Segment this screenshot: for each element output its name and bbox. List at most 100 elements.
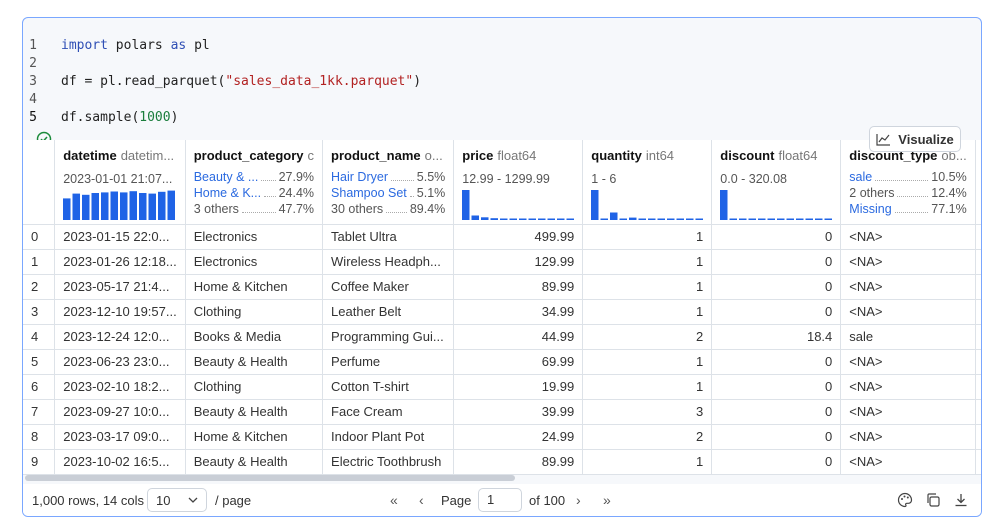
column-header-discount-type[interactable]: discount_type ob... sale 10.5% 2 others 12.4%… — [840, 140, 976, 225]
code-token: ) — [170, 110, 179, 125]
histogram-bar — [547, 218, 556, 220]
table-row[interactable]: 6 2023-02-10 18:2... Clothing Cotton T-shir… — [23, 374, 981, 400]
column-header-product-name[interactable]: product_name o... Hair Dryer 5.5% Shampoo Se… — [322, 140, 455, 225]
histogram-bar — [91, 193, 100, 220]
table-cell: Home & Kitchen — [185, 424, 324, 450]
table-row[interactable]: 0 2023-01-15 22:0... Electronics Tablet Ult… — [23, 224, 981, 250]
download-icon[interactable] — [953, 492, 969, 508]
column-title: datetime datetim... — [63, 148, 176, 163]
table-cell: 34.99 — [453, 299, 584, 325]
table-row[interactable]: 2 2023-05-17 21:4... Home & Kitchen Coffee … — [23, 274, 981, 300]
code-line: 3 df = pl.read_parquet("sales_data_1kk.pa… — [23, 73, 981, 91]
category-label[interactable]: Missing — [849, 202, 892, 216]
histogram-bar — [63, 198, 71, 220]
category-label[interactable]: Shampoo Set — [331, 186, 407, 200]
table-row[interactable]: 3 2023-12-10 19:57... Clothing Leather Belt… — [23, 299, 981, 325]
table-cell: Leather Belt — [322, 299, 455, 325]
table-cell: 0 — [711, 349, 842, 375]
per-page-label: / page — [215, 492, 252, 508]
table-row[interactable]: 7 2023-09-27 10:0... Beauty & Health Face C… — [23, 399, 981, 425]
table-row[interactable]: 4 2023-12-24 12:0... Books & Media Programm… — [23, 324, 981, 350]
table-cell: 0 — [711, 424, 842, 450]
code-token: df = pl.read_parquet( — [61, 74, 226, 89]
page-size-select[interactable]: 10 — [147, 488, 207, 512]
category-summary: Hair Dryer 5.5% Shampoo Set 5.1% 30 others 89… — [331, 169, 445, 217]
row-index: 4 — [23, 324, 56, 350]
category-label[interactable]: Hair Dryer — [331, 170, 388, 184]
leader-dots — [875, 180, 929, 181]
column-dtype: o... — [424, 148, 443, 163]
table-cell: Coffee Maker — [322, 274, 455, 300]
column-title: quantity int64 — [591, 148, 703, 163]
histogram-bar — [509, 218, 518, 220]
category-row: Home & K... 24.4% — [194, 185, 314, 201]
table-cell — [975, 374, 981, 400]
histogram-bar — [72, 193, 81, 220]
category-percent: 47.7% — [278, 202, 315, 216]
column-header-o[interactable]: o9 — [975, 140, 981, 225]
last-page-icon[interactable]: » — [603, 492, 611, 508]
table-cell — [975, 249, 981, 275]
table-cell: Beauty & Health — [185, 449, 324, 475]
histogram-bar — [758, 218, 766, 220]
table-cell: 1 — [582, 249, 713, 275]
horizontal-scrollbar[interactable] — [25, 475, 515, 481]
category-label[interactable]: Beauty & ... — [193, 170, 259, 184]
table-cell: 19.99 — [453, 374, 584, 400]
histogram-bar — [796, 218, 804, 220]
table-cell: 2023-09-27 10:0... — [54, 399, 186, 425]
histogram-bar — [490, 218, 499, 220]
category-row: Hair Dryer 5.5% — [331, 169, 445, 185]
histogram-bar — [101, 192, 109, 220]
histogram-bar — [676, 218, 685, 220]
code-line: 1 import polars as pl — [23, 37, 981, 55]
rows-info: 1,000 rows, 14 cols — [32, 492, 145, 508]
palette-icon[interactable] — [897, 492, 913, 508]
first-page-icon[interactable]: « — [390, 492, 398, 508]
category-label: 2 others — [849, 186, 895, 200]
column-range: 12.99 - 1299.99 — [462, 172, 550, 186]
histogram-bar — [805, 218, 814, 220]
column-histogram — [462, 190, 575, 220]
row-index: 8 — [23, 424, 56, 450]
table-row[interactable]: 9 2023-10-02 16:5... Beauty & Health Electr… — [23, 449, 981, 475]
page-input[interactable]: 1 — [478, 488, 522, 512]
column-title: product_name o... — [331, 148, 445, 163]
column-header-product-category[interactable]: product_category c Beauty & ... 27.9% Home &… — [185, 140, 324, 225]
category-label[interactable]: Home & K... — [193, 186, 262, 200]
histogram-bar — [591, 190, 599, 220]
table-cell — [975, 324, 981, 350]
row-index: 1 — [23, 249, 56, 275]
column-header-quantity[interactable]: quantity int64 1 - 6 — [582, 140, 713, 225]
copy-icon[interactable] — [925, 492, 941, 508]
table-cell — [975, 424, 981, 450]
column-header-discount[interactable]: discount float64 0.0 - 320.08 — [711, 140, 842, 225]
table-row[interactable]: 5 2023-06-23 23:0... Beauty & Health Perfum… — [23, 349, 981, 375]
table-cell: <NA> — [840, 349, 976, 375]
visualize-button[interactable]: Visualize — [869, 126, 961, 152]
category-label[interactable]: sale — [849, 170, 873, 184]
histogram-bar — [471, 215, 480, 220]
table-cell — [975, 299, 981, 325]
code-editor[interactable]: 1 import polars as pl 2 3 df = pl.read_parqu… — [23, 18, 981, 140]
column-histogram — [63, 190, 176, 220]
column-header-price[interactable]: price float64 12.99 - 1299.99 — [453, 140, 584, 225]
column-title: discount float64 — [720, 148, 832, 163]
histogram-bar — [729, 218, 738, 220]
table-cell: Clothing — [185, 374, 324, 400]
histogram-bar — [519, 218, 527, 220]
code-text: import polars as pl — [61, 37, 210, 55]
table-row[interactable]: 1 2023-01-26 12:18... Electronics Wireless … — [23, 249, 981, 275]
category-row: 30 others 89.4% — [331, 201, 445, 217]
histogram-bar — [139, 193, 147, 220]
column-header-datetime[interactable]: datetime datetim... 2023-01-01 21:07... — [54, 140, 186, 225]
table-cell: 2 — [582, 324, 713, 350]
prev-page-icon[interactable]: ‹ — [419, 492, 424, 508]
code-text: df.sample(1000) — [61, 109, 178, 127]
next-page-icon[interactable]: › — [576, 492, 581, 508]
table-cell: 89.99 — [453, 274, 584, 300]
row-index: 5 — [23, 349, 56, 375]
table-cell: 39.99 — [453, 399, 584, 425]
histogram-bar — [648, 218, 656, 220]
table-row[interactable]: 8 2023-03-17 09:0... Home & Kitchen Indoor … — [23, 424, 981, 450]
